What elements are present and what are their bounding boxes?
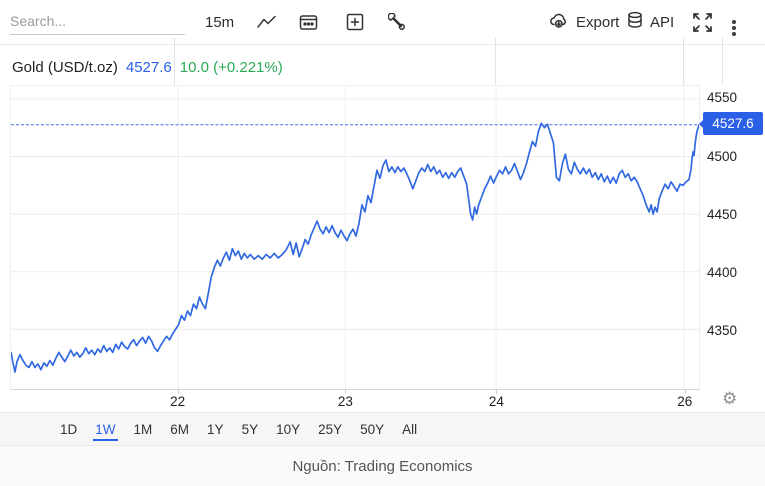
export-label: Export <box>576 13 620 31</box>
price-chart-plot-area[interactable] <box>10 85 700 390</box>
api-database-icon <box>626 11 644 34</box>
calendar-icon[interactable] <box>299 0 318 44</box>
toolbar-divider <box>722 38 723 85</box>
tools-wrench-icon[interactable] <box>388 0 407 44</box>
timeframe-5y[interactable]: 5Y <box>240 418 261 441</box>
timeframe-bar: 1D 1W 1M 6M 1Y 5Y 10Y 25Y 50Y All <box>0 412 765 446</box>
legend-price-change: 10.0 (+0.221%) <box>179 58 283 76</box>
last-price-badge: 4527.6 <box>699 112 763 136</box>
interval-selector[interactable]: 15m <box>205 0 234 44</box>
toolbar-divider <box>683 38 684 85</box>
timeframe-25y[interactable]: 25Y <box>316 418 344 441</box>
timeframe-1d[interactable]: 1D <box>58 418 79 441</box>
add-panel-icon[interactable] <box>346 0 364 44</box>
toolbar-divider <box>495 38 496 85</box>
timeframe-50y[interactable]: 50Y <box>358 418 386 441</box>
timeframe-1m[interactable]: 1M <box>132 418 155 441</box>
timeframe-1w[interactable]: 1W <box>93 418 118 441</box>
y-axis-label: 4400 <box>707 264 738 280</box>
x-axis-tick <box>684 390 686 394</box>
y-axis-label: 4450 <box>707 206 738 222</box>
y-axis-label: 4350 <box>707 322 738 338</box>
fullscreen-icon[interactable] <box>692 0 713 44</box>
x-axis-label: 26 <box>677 394 693 409</box>
chart-legend: Gold (USD/t.oz) 4527.6 10.0 (+0.221%) <box>12 56 283 78</box>
x-axis-tick <box>496 390 498 394</box>
y-axis-label: 4550 <box>707 90 738 106</box>
chart-toolbar: 15m <box>0 0 765 85</box>
x-axis-label: 22 <box>170 394 186 409</box>
line-chart-type-icon[interactable] <box>256 0 277 44</box>
source-text: Nguồn: Trading Economics <box>292 457 473 475</box>
instrument-name: Gold (USD/t.oz) <box>12 58 118 76</box>
timeframe-10y[interactable]: 10Y <box>274 418 302 441</box>
toolbar-divider <box>174 38 175 85</box>
export-button[interactable]: Export <box>548 0 619 44</box>
x-axis-label: 23 <box>337 394 353 409</box>
legend-last-price: 4527.6 <box>125 58 172 76</box>
chart-settings-gear-icon[interactable]: ⚙ <box>722 389 738 408</box>
search-input[interactable] <box>10 8 185 35</box>
x-axis-tick <box>177 390 179 394</box>
timeframe-all[interactable]: All <box>400 418 419 441</box>
export-cloud-icon <box>548 12 570 33</box>
x-axis-tick <box>345 390 347 394</box>
timeframe-1y[interactable]: 1Y <box>205 418 226 441</box>
x-axis-label: 24 <box>488 394 504 409</box>
toolbar-bottom-border <box>0 44 765 45</box>
api-button[interactable]: API <box>626 0 674 44</box>
source-footer: Nguồn: Trading Economics <box>0 446 765 486</box>
price-line-chart <box>11 86 699 389</box>
y-axis-label: 4500 <box>707 148 738 164</box>
api-label: API <box>650 13 675 31</box>
more-options-kebab-icon[interactable] <box>732 0 736 44</box>
timeframe-6m[interactable]: 6M <box>168 418 191 441</box>
